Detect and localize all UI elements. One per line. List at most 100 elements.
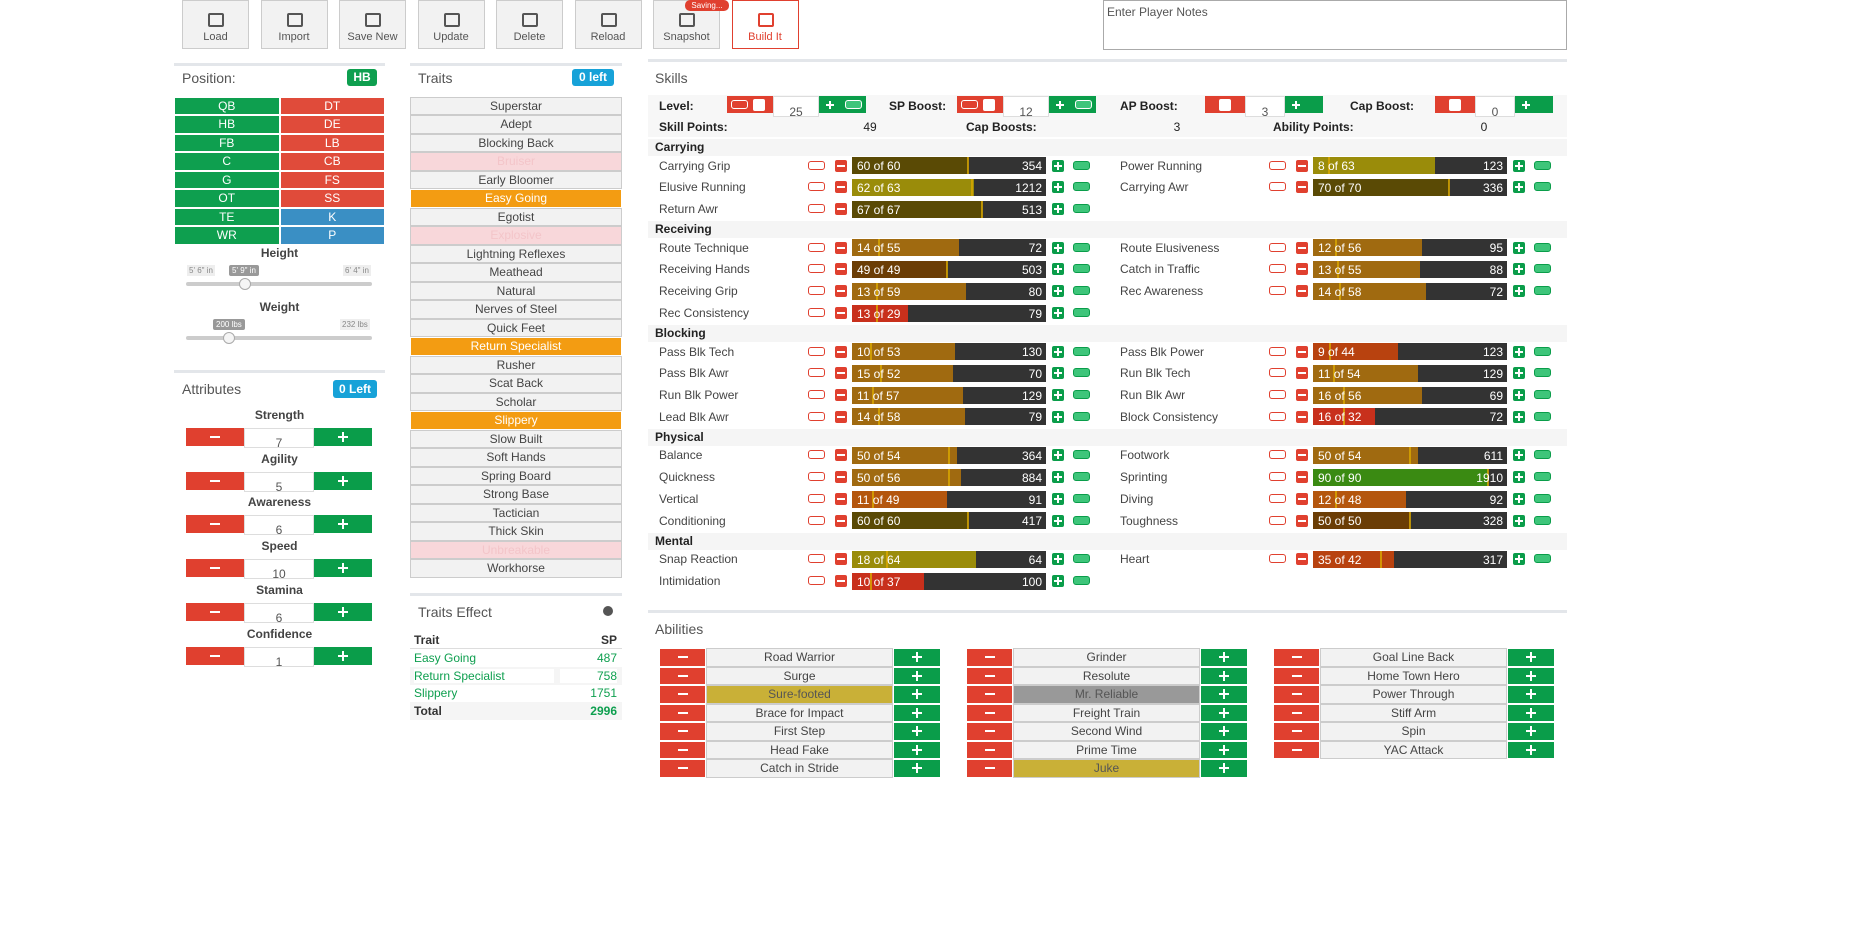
reset-button[interactable] [808,390,825,400]
plus-button[interactable] [1513,553,1525,566]
plus-button[interactable] [1052,514,1064,527]
reset-button[interactable] [1269,242,1286,252]
minus-button[interactable] [659,685,706,704]
minus-button[interactable] [835,449,847,462]
minus-button[interactable] [1296,389,1308,402]
trait-item[interactable]: Scholar [410,392,622,411]
ability-name[interactable]: YAC Attack [1320,740,1507,759]
max-button[interactable] [1534,515,1551,525]
max-button[interactable] [1073,515,1090,525]
reset-button[interactable] [1269,368,1286,378]
reset-button[interactable] [808,515,825,525]
reset-button[interactable] [808,346,825,356]
ability-name[interactable]: Juke [1013,759,1200,778]
minus-button[interactable] [659,759,706,778]
minus-button[interactable] [1296,345,1308,358]
plus-button[interactable] [1052,203,1064,216]
max-button[interactable] [1073,494,1090,503]
plus-button[interactable] [1507,703,1555,722]
max-button[interactable] [1073,472,1090,482]
plus-button[interactable] [1052,553,1064,566]
minus-button[interactable] [1296,367,1308,380]
plus-button[interactable] [1507,722,1555,741]
reset-button[interactable] [1269,390,1286,400]
plus-button[interactable] [1052,493,1064,505]
plus-button[interactable] [1052,263,1064,276]
max-button[interactable] [1534,390,1551,400]
plus-button[interactable] [1052,471,1064,484]
reset-button[interactable] [1269,346,1286,356]
max-button[interactable] [1073,204,1090,214]
trait-item[interactable]: Rusher [410,355,622,374]
position-cell[interactable]: FB [174,133,280,152]
minus-button[interactable] [966,703,1013,722]
trait-item[interactable]: Natural [410,281,622,300]
max-button[interactable] [1534,264,1551,274]
max-button[interactable] [1534,286,1551,296]
plus-button[interactable] [1200,722,1248,741]
reset-button[interactable] [808,204,825,214]
max-button[interactable] [1073,160,1090,170]
plus-button[interactable] [1507,666,1555,685]
minus-button[interactable] [966,648,1013,667]
plus-button[interactable] [1513,345,1525,358]
plus-button[interactable] [1513,285,1525,298]
reset-button[interactable] [808,472,825,482]
boost-plus[interactable] [1049,96,1096,113]
minus-button[interactable] [835,493,847,505]
ability-name[interactable]: Second Wind [1013,722,1200,741]
minus-button[interactable] [835,514,847,527]
minus-button[interactable] [659,740,706,759]
plus-button[interactable] [1507,685,1555,704]
boost-minus[interactable] [1435,96,1475,113]
plus-button[interactable] [314,471,372,490]
plus-button[interactable] [893,685,941,704]
plus-button[interactable] [1052,307,1064,319]
ability-name[interactable]: Catch in Stride [706,759,893,778]
trait-item[interactable]: Meathead [410,263,622,282]
plus-button[interactable] [1513,241,1525,254]
position-cell[interactable]: HB [174,115,280,134]
reset-button[interactable] [1269,515,1286,525]
minus-button[interactable] [1296,159,1308,172]
reset-button[interactable] [1269,264,1286,274]
trait-item[interactable]: Return Specialist [410,337,622,356]
trait-item[interactable]: Adept [410,115,622,134]
position-cell[interactable]: FS [279,170,385,189]
trait-item[interactable]: Lightning Reflexes [410,244,622,263]
minus-button[interactable] [1296,285,1308,298]
minus-button[interactable] [835,307,847,319]
max-button[interactable] [1073,286,1090,296]
plus-button[interactable] [893,759,941,778]
plus-button[interactable] [1052,181,1064,194]
position-cell[interactable]: CB [279,152,385,171]
reset-button[interactable] [808,411,825,421]
max-button[interactable] [1073,576,1090,586]
minus-button[interactable] [1296,410,1308,423]
max-button[interactable] [1534,450,1551,460]
plus-button[interactable] [1513,449,1525,462]
trait-item[interactable]: Superstar [410,96,622,115]
plus-button[interactable] [1052,241,1064,254]
plus-button[interactable] [1513,389,1525,402]
toolbar-button[interactable]: Save New [339,0,406,49]
minus-button[interactable] [1296,449,1308,462]
minus-button[interactable] [966,685,1013,704]
trait-item[interactable]: Quick Feet [410,318,622,337]
reset-button[interactable] [808,286,825,296]
ability-name[interactable]: Mr. Reliable [1013,685,1200,704]
plus-button[interactable] [1513,159,1525,172]
minus-button[interactable] [1296,493,1308,505]
ability-name[interactable]: Brace for Impact [706,703,893,722]
toolbar-button[interactable]: Build It [731,0,799,49]
reset-button[interactable] [1269,286,1286,296]
reset-button[interactable] [808,242,825,252]
plus-button[interactable] [893,666,941,685]
reset-button[interactable] [808,576,825,586]
boost-plus[interactable] [819,96,866,113]
max-button[interactable] [1534,346,1551,356]
position-cell[interactable]: QB [174,96,280,115]
plus-button[interactable] [1513,514,1525,527]
minus-button[interactable] [966,759,1013,778]
plus-button[interactable] [1507,648,1555,667]
